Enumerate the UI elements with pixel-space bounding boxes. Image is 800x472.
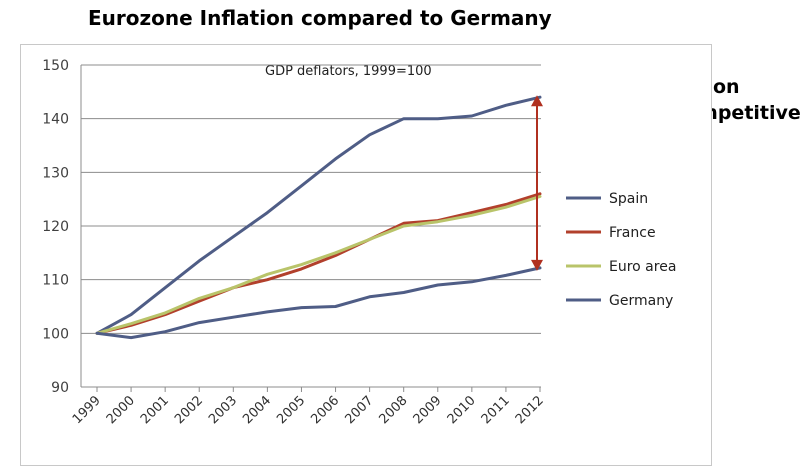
legend-label: Spain (609, 191, 648, 207)
x-tick-label: 2007 (342, 393, 376, 427)
y-tick-label: 90 (51, 380, 69, 396)
x-tick-label: 2003 (206, 393, 240, 427)
chart-frame: GDP deflators, 1999=100 90 100 110 120 130 14… (20, 44, 712, 466)
y-tick-label: 130 (42, 165, 69, 181)
x-tick-label: 2010 (445, 393, 479, 427)
series-line (95, 195, 542, 335)
x-tick-label: 2006 (308, 393, 342, 427)
series-line (95, 95, 542, 335)
x-tick-label: 2001 (138, 393, 172, 427)
x-tick-label: 2009 (411, 393, 445, 427)
line-chart: GDP deflators, 1999=100 90 100 110 120 130 14… (42, 58, 676, 427)
y-tick-label: 110 (42, 273, 69, 289)
legend-label: Germany (609, 293, 673, 309)
y-tick-label: 140 (42, 112, 69, 128)
y-tick-label: 120 (42, 219, 69, 235)
x-tick-label: 2011 (479, 393, 513, 427)
y-tick-label: 100 (42, 326, 69, 342)
x-tick-label: 2008 (377, 393, 411, 427)
x-tick-label: 2004 (240, 393, 274, 427)
legend-label: Euro area (609, 259, 676, 275)
x-tick-label: 2012 (513, 393, 547, 427)
x-tick-label: 1999 (70, 393, 104, 427)
series-line (95, 266, 542, 340)
x-tick-label: 2002 (172, 393, 206, 427)
x-tick-label: 2000 (104, 393, 138, 427)
arrow-head-up (531, 95, 543, 107)
page-title: Eurozone Inflation compared to Germany (88, 6, 552, 30)
series-line (95, 192, 542, 335)
x-tick-label: 2005 (274, 393, 308, 427)
chart-subtitle: GDP deflators, 1999=100 (265, 64, 432, 79)
y-tick-label: 150 (42, 58, 69, 74)
arrow-head-down (531, 259, 543, 271)
legend-label: France (609, 225, 656, 241)
